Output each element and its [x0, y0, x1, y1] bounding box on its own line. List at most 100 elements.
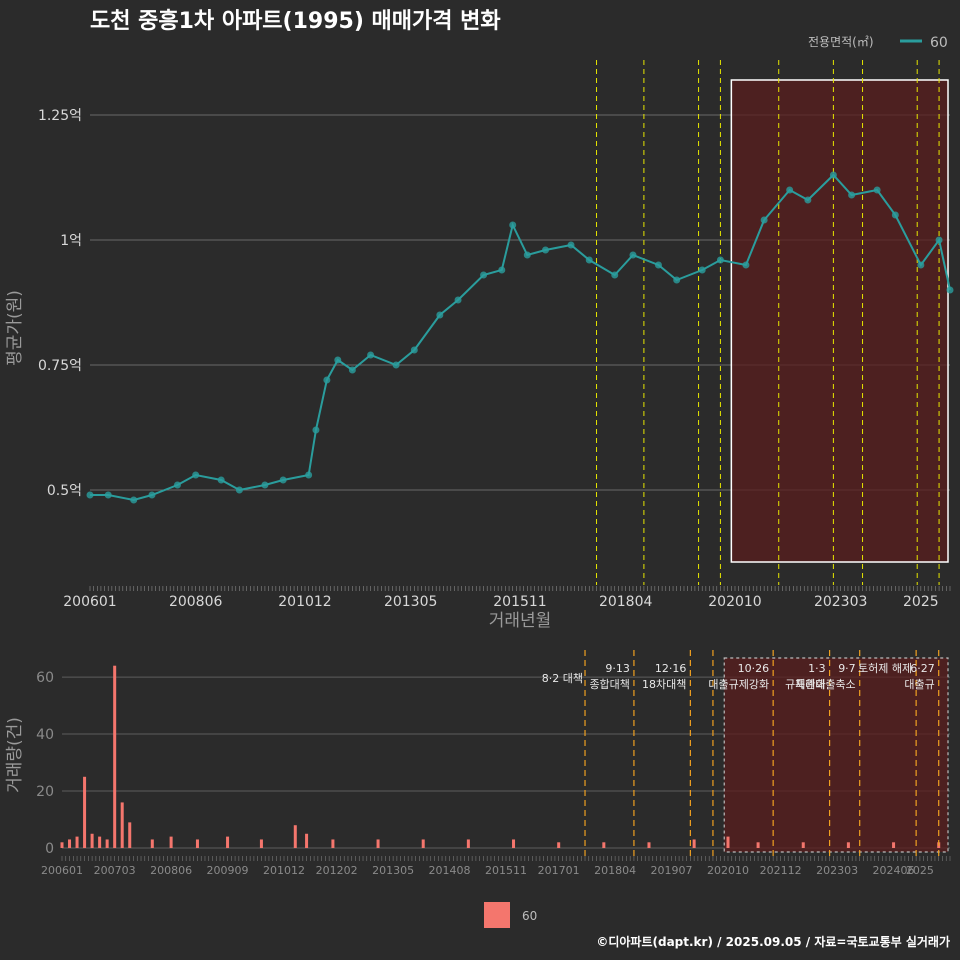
- volume-bar: [169, 836, 173, 848]
- top-highlight-box: [730, 79, 949, 563]
- bottom-volume-bars: [60, 665, 941, 848]
- top-legend-title: 전용면적(㎡): [808, 35, 874, 49]
- price-point: [173, 481, 181, 489]
- volume-bar: [602, 842, 606, 848]
- bottom-x-tick-label: 201907: [651, 864, 693, 877]
- bottom-x-tick-label: 200703: [94, 864, 136, 877]
- price-point: [848, 191, 856, 199]
- volume-bar: [466, 839, 470, 848]
- volume-bar: [128, 822, 132, 848]
- volume-bar: [305, 833, 309, 848]
- bottom-highlight-region: [723, 657, 949, 853]
- price-point: [673, 276, 681, 284]
- bottom-x-tick-label: 201511: [485, 864, 527, 877]
- volume-bar: [557, 842, 561, 848]
- top-x-tick-label: 201305: [384, 594, 437, 610]
- price-point: [454, 296, 462, 304]
- footer-credit: ©디아파트(dapt.kr) / 2025.09.05 / 자료=국토교통부 실…: [596, 934, 950, 949]
- policy-annotation: 9·7: [838, 662, 856, 675]
- policy-annotation: 9·13: [605, 662, 630, 675]
- price-point: [348, 366, 356, 374]
- bottom-policy-lines: [584, 650, 940, 856]
- top-x-tick-label: 200806: [169, 594, 223, 610]
- policy-annotation: 18차대책: [642, 678, 686, 691]
- volume-bar: [892, 842, 896, 848]
- volume-bar: [113, 665, 117, 848]
- top-x-axis: 200601 200806 201012 201305 201511 201804 2020…: [63, 586, 951, 610]
- volume-bar: [846, 842, 850, 848]
- top-x-axis-label: 거래년월: [489, 611, 552, 631]
- top-x-tick-label: 200601: [63, 594, 116, 610]
- price-point: [217, 476, 225, 484]
- bottom-y-tick-label: 40: [36, 727, 54, 743]
- top-y-tick-label: 1.25억: [38, 108, 82, 124]
- volume-bar: [756, 842, 760, 848]
- top-x-tick-label: 201511: [493, 594, 546, 610]
- bottom-x-tick-label: 200909: [207, 864, 249, 877]
- price-point: [392, 361, 400, 369]
- bottom-policy-annotations: 8·2 대책 9·13 종합대책 12·16 18차대책 10·26 대출규제강화 1·3 규제…: [542, 661, 935, 691]
- volume-bar: [692, 839, 696, 848]
- volume-bar: [512, 839, 516, 848]
- volume-bar: [647, 842, 651, 848]
- volume-bar: [259, 839, 263, 848]
- bottom-x-tick-label: 201202: [316, 864, 358, 877]
- volume-bar: [801, 842, 805, 848]
- price-point: [410, 346, 418, 354]
- price-point: [323, 376, 331, 384]
- price-point: [654, 261, 662, 269]
- price-point: [698, 266, 706, 274]
- bottom-highlight-box: [723, 657, 949, 853]
- policy-annotation: 6·27: [910, 662, 935, 675]
- volume-bar: [105, 839, 109, 848]
- price-point: [312, 426, 320, 434]
- price-point: [873, 186, 881, 194]
- volume-bar: [98, 836, 102, 848]
- top-x-tick-label: 202303: [814, 594, 867, 610]
- price-point: [305, 471, 313, 479]
- bottom-x-tick-label: 201012: [263, 864, 305, 877]
- policy-annotation: 10·26: [738, 662, 770, 675]
- volume-bar: [60, 842, 64, 848]
- policy-annotation: 1·3: [808, 662, 826, 675]
- price-point: [334, 356, 342, 364]
- volume-bar: [150, 839, 154, 848]
- top-policy-lines: [596, 60, 940, 585]
- bottom-x-tick-label: 200806: [150, 864, 192, 877]
- bottom-x-tick-label: 202112: [760, 864, 802, 877]
- price-point: [629, 251, 637, 259]
- price-point: [917, 261, 925, 269]
- volume-bar: [68, 839, 72, 848]
- price-point: [742, 261, 750, 269]
- top-x-tick-label: 201012: [278, 594, 331, 610]
- policy-annotation: 토허제 해제: [858, 661, 912, 675]
- bottom-x-tick-label: 201804: [594, 864, 636, 877]
- price-point: [804, 196, 812, 204]
- price-point: [786, 186, 794, 194]
- price-point: [935, 236, 943, 244]
- chart-title: 도천 중흥1차 아파트(1995) 매매가격 변화: [90, 9, 501, 34]
- bottom-y-tick-label: 60: [36, 670, 54, 686]
- price-point: [760, 216, 768, 224]
- price-point: [946, 286, 954, 294]
- price-point: [611, 271, 619, 279]
- top-y-tick-label: 0.5억: [47, 483, 82, 499]
- price-point: [367, 351, 375, 359]
- volume-bar: [195, 839, 199, 848]
- price-point: [829, 171, 837, 179]
- price-point: [716, 256, 724, 264]
- price-point: [86, 491, 94, 499]
- policy-annotation: 종합대책: [589, 678, 629, 691]
- bottom-x-tick-label: 201305: [372, 864, 414, 877]
- policy-annotation: 대출규: [904, 678, 934, 691]
- top-y-axis-label: 평균가(원): [5, 290, 25, 366]
- bottom-x-axis: 200601 200703 200806 200909 201012 201202 2013…: [41, 856, 951, 877]
- top-highlight-region: [730, 79, 949, 563]
- price-point: [891, 211, 899, 219]
- price-point: [436, 311, 444, 319]
- policy-annotation: 12·16: [655, 662, 687, 675]
- price-point: [235, 486, 243, 494]
- policy-annotation: 8·2 대책: [542, 672, 583, 685]
- price-point: [567, 241, 575, 249]
- price-point: [542, 246, 550, 254]
